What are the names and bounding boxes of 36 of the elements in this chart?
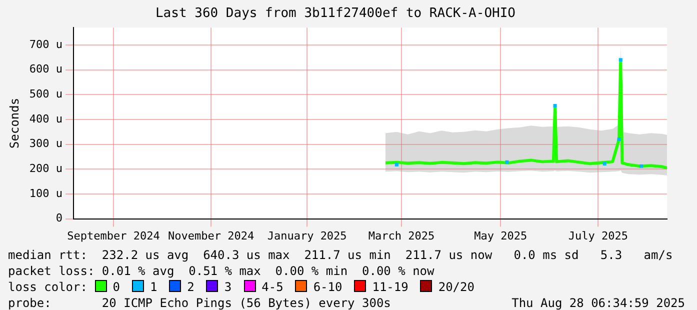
text: probe: 20 ICMP Echo Pings (56 Bytes) every 300s <box>8 296 391 310</box>
chart-title: Last 360 Days from 3b11f27400ef to RACK-A-OHIO <box>155 6 516 22</box>
x-tick-label: January 2025 <box>267 229 347 242</box>
legend-label: 4-5 <box>260 280 284 294</box>
legend-label: 1 <box>148 280 158 294</box>
legend-label: 6-10 <box>312 280 342 294</box>
x-tick-label: November 2024 <box>168 229 255 242</box>
point <box>640 164 644 168</box>
point <box>602 162 606 166</box>
point <box>618 58 622 62</box>
legend-label: 20/20 <box>437 280 474 294</box>
legend-title: loss color: <box>8 280 88 294</box>
y-axis-title: Seconds <box>7 98 22 148</box>
y-tick-label: 500 u <box>29 88 63 101</box>
point <box>617 138 621 142</box>
x-tick-label: May 2025 <box>474 229 528 242</box>
y-tick-label: 600 u <box>29 62 63 76</box>
legend-label: 3 <box>223 280 232 294</box>
y-tick-label: 700 u <box>29 38 63 51</box>
y-tick-label: 200 u <box>29 162 63 175</box>
text: median rtt: 232.2 us avg 640.3 us max 211.7 us min 211.7 us now 0.0 ms sd 5.3 am/s <box>8 248 673 262</box>
point <box>553 104 557 108</box>
x-tick-label: July 2025 <box>568 229 628 242</box>
y-tick-label: 300 u <box>29 137 63 150</box>
x-tick-label: March 2025 <box>368 229 435 242</box>
legend-label: 11-19 <box>371 280 408 294</box>
point <box>505 160 509 164</box>
text: packet loss: 0.01 % avg 0.51 % max 0.00 % min 0.00 % now <box>8 264 434 278</box>
x-tick-label: September 2024 <box>67 229 160 242</box>
y-tick-label: 100 u <box>29 186 63 200</box>
legend-label: 0 <box>112 280 120 294</box>
y-tick-label: 400 u <box>29 112 63 126</box>
point <box>394 162 398 166</box>
text: Thu Aug 28 06:34:59 2025 <box>512 296 685 310</box>
legend-label: 2 <box>186 280 194 294</box>
y-tick-label: 0 <box>56 212 63 225</box>
